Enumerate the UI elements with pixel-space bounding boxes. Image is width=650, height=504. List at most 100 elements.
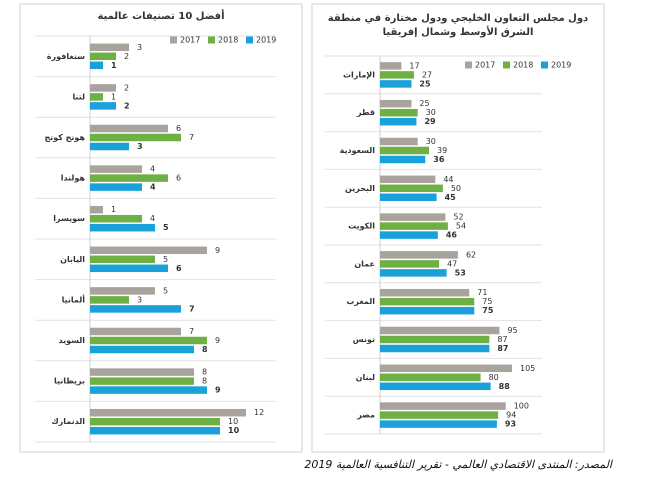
- value-label: 8: [202, 377, 207, 386]
- value-label: 10: [228, 417, 238, 426]
- bar: [90, 84, 116, 92]
- value-label: 4: [150, 165, 155, 174]
- bar: [380, 288, 470, 297]
- bar: [90, 43, 129, 52]
- bar: [90, 214, 142, 223]
- value-label: 54: [456, 222, 466, 231]
- value-label: 100: [514, 402, 529, 411]
- category-label: السويد: [58, 336, 85, 345]
- category-label: المغرب: [346, 297, 375, 306]
- legend-label: 2017: [475, 61, 495, 70]
- bar: [90, 417, 220, 426]
- bar: [380, 117, 417, 126]
- value-label: 7: [189, 327, 194, 336]
- value-label: 62: [466, 250, 476, 259]
- value-label: 39: [437, 146, 447, 155]
- bar: [380, 231, 438, 239]
- category-label: تونس: [353, 335, 375, 345]
- legend-swatch: [170, 36, 177, 44]
- value-label: 5: [163, 223, 169, 232]
- value-label: 6: [176, 124, 181, 133]
- value-label: 2: [124, 52, 129, 61]
- bar: [380, 62, 402, 70]
- value-label: 2: [124, 83, 129, 92]
- value-label: 3: [137, 43, 142, 52]
- bar: [380, 411, 499, 419]
- category-label: سنغافورة: [47, 52, 85, 61]
- value-label: 47: [447, 259, 457, 268]
- value-label: 5: [163, 255, 168, 264]
- value-label: 8: [202, 368, 207, 377]
- bar: [90, 264, 168, 273]
- value-label: 10: [228, 426, 240, 435]
- chart-title: دول مجلس التعاون الخليجي ودول مختارة في …: [328, 13, 588, 24]
- bar: [90, 165, 142, 173]
- bar: [380, 184, 443, 193]
- bar: [90, 174, 168, 182]
- category-label: السعودية: [340, 146, 376, 155]
- bar: [380, 297, 475, 306]
- bar: [380, 108, 418, 117]
- bar: [90, 255, 155, 264]
- category-label: البحرين: [345, 184, 375, 193]
- bar: [90, 377, 194, 385]
- bar: [380, 80, 412, 88]
- bar: [90, 52, 116, 61]
- value-label: 45: [445, 193, 457, 202]
- bar: [380, 251, 458, 259]
- value-label: 36: [433, 155, 445, 164]
- value-label: 46: [446, 231, 458, 240]
- legend-swatch: [541, 61, 548, 69]
- value-label: 3: [137, 142, 143, 151]
- value-label: 75: [482, 297, 492, 306]
- value-label: 9: [215, 336, 220, 345]
- legend-label: 2018: [218, 36, 238, 45]
- bar: [90, 246, 207, 255]
- category-label: هونج كونج: [44, 133, 85, 142]
- bar: [90, 133, 181, 142]
- category-label: الكويت: [348, 222, 375, 231]
- value-label: 1: [111, 92, 116, 101]
- category-label: قطر: [356, 108, 375, 117]
- bar: [380, 335, 490, 344]
- bar: [380, 146, 430, 155]
- bar: [90, 408, 246, 417]
- bar: [90, 426, 220, 435]
- value-label: 6: [176, 264, 182, 273]
- bar: [380, 175, 436, 184]
- legend-swatch: [246, 36, 253, 44]
- chart-title: أفضل 10 تصنيفات عالمية: [97, 9, 224, 22]
- value-label: 4: [150, 214, 155, 223]
- bar: [380, 193, 437, 202]
- value-label: 25: [419, 99, 429, 108]
- bar: [90, 287, 155, 295]
- bar: [380, 269, 447, 277]
- value-label: 80: [489, 373, 499, 382]
- bar: [90, 336, 207, 345]
- bar: [380, 99, 412, 108]
- bar: [380, 71, 414, 79]
- bar: [380, 373, 481, 382]
- bar: [90, 102, 116, 110]
- value-label: 30: [426, 108, 436, 117]
- value-label: 29: [424, 117, 436, 126]
- bar: [90, 93, 103, 101]
- value-label: 1: [111, 61, 117, 70]
- bar: [90, 142, 129, 151]
- source: المصدر: المنتدى الاقتصادي العالمي - تقري…: [304, 458, 614, 471]
- legend-label: 2017: [180, 36, 200, 45]
- category-label: هولندا: [61, 174, 86, 183]
- legend-swatch: [208, 36, 215, 44]
- category-label: الإمارات: [343, 70, 375, 79]
- bar: [90, 386, 207, 394]
- bar: [380, 137, 418, 146]
- value-label: 12: [254, 408, 264, 417]
- bar: [90, 345, 194, 354]
- bar: [380, 260, 440, 268]
- bar: [90, 368, 194, 376]
- value-label: 7: [189, 133, 194, 142]
- value-label: 3: [137, 295, 142, 304]
- value-label: 5: [163, 286, 168, 295]
- value-label: 9: [215, 246, 220, 255]
- bar: [380, 155, 426, 164]
